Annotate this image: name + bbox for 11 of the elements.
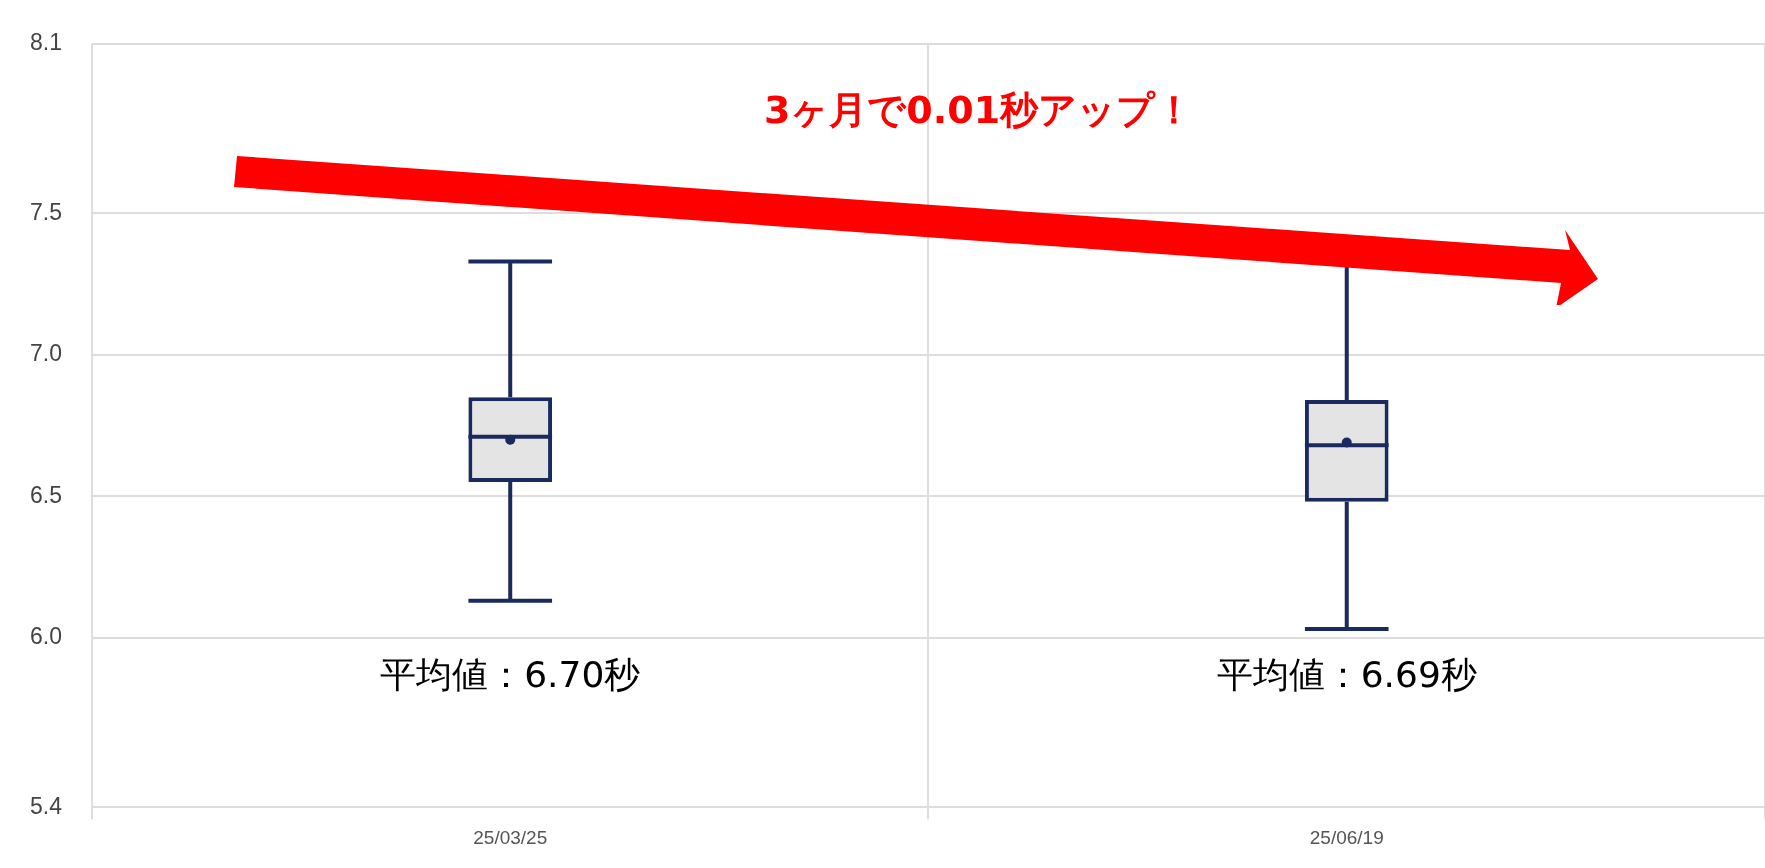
y-tick-label: 7.5: [29, 198, 62, 225]
y-tick-label: 5.4: [29, 792, 63, 819]
x-tick-label: 25/03/25: [473, 826, 548, 848]
y-tick-label: 8.1: [29, 29, 62, 56]
y-tick-label: 6.0: [29, 622, 62, 649]
x-tick-label: 25/06/19: [1309, 826, 1384, 848]
annotation: 平均値：6.70秒: [380, 653, 641, 695]
y-tick-label: 6.5: [29, 481, 62, 508]
annotation: 平均値：6.69秒: [1216, 653, 1477, 695]
y-tick-label: 7.0: [29, 340, 62, 367]
annotation: 3ヶ月で0.01秒アップ！: [763, 87, 1194, 132]
